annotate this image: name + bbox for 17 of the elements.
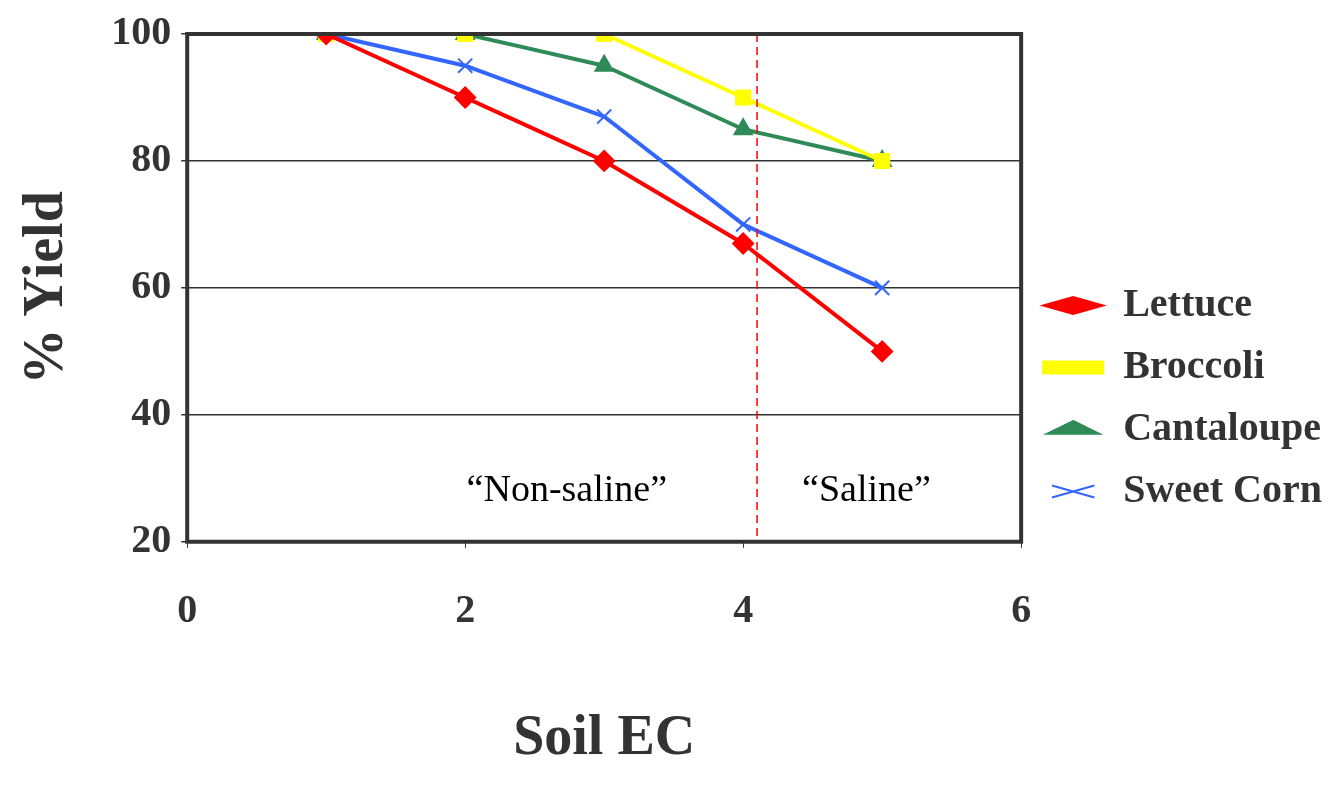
- x-tick-label: 6: [1011, 586, 1032, 632]
- x-tick-label: 4: [733, 586, 754, 632]
- y-tick-label: 20: [131, 516, 172, 562]
- y-tick-label: 80: [131, 135, 172, 181]
- legend-label: Lettuce: [1123, 279, 1252, 325]
- annotation: “Saline”: [802, 466, 931, 509]
- legend-label: Broccoli: [1123, 341, 1265, 387]
- x-tick-label: 2: [455, 586, 476, 632]
- y-axis-title: % Yield: [12, 191, 75, 385]
- x-axis-title: Soil EC: [513, 703, 696, 766]
- y-tick-label: 40: [131, 389, 172, 435]
- legend-label: Sweet Corn: [1123, 465, 1323, 511]
- annotation: “Non-saline”: [466, 466, 668, 509]
- y-tick-label: 100: [111, 8, 172, 54]
- x-tick-label: 0: [177, 586, 198, 632]
- y-tick-label: 60: [131, 262, 172, 308]
- legend-label: Cantaloupe: [1123, 403, 1321, 449]
